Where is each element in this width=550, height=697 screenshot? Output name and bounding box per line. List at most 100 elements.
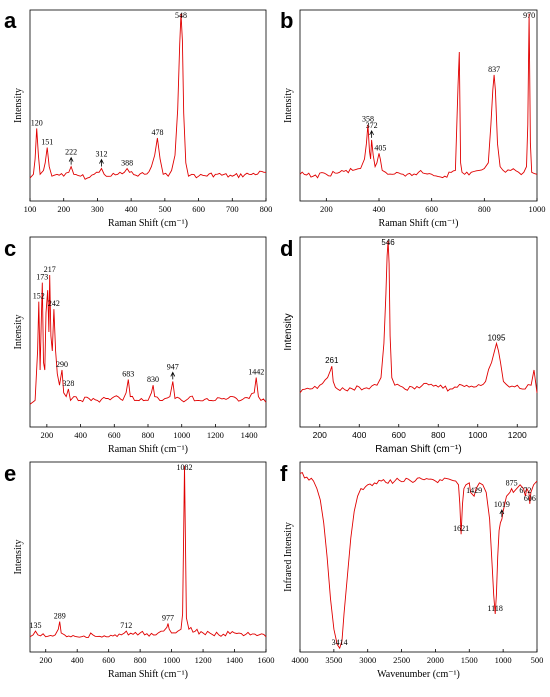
- annotation-arrow: [170, 371, 176, 380]
- series-line: [299, 472, 538, 650]
- y-axis-label: Intensity: [283, 88, 294, 123]
- x-tick-label: 800: [142, 430, 155, 440]
- x-axis-label: Raman Shift (cm⁻¹): [375, 444, 461, 455]
- panel-label-f: f: [280, 461, 288, 486]
- peak-label: 328: [62, 379, 74, 388]
- x-tick-label: 400: [71, 655, 84, 665]
- peak-label: 1082: [177, 463, 193, 472]
- x-tick-label: 3500: [325, 655, 342, 665]
- plot-frame: [29, 9, 267, 202]
- annotation-arrow: [499, 509, 505, 517]
- x-tick-label: 600: [108, 430, 121, 440]
- peak-label: 222: [65, 148, 77, 157]
- annotation-arrow: [369, 129, 374, 138]
- peak-label: 606: [524, 494, 536, 503]
- panel-a: a 100 200 300 400 500 600 700 800 Raman Shift (cm…: [4, 8, 272, 229]
- panel-label-d: d: [280, 236, 293, 261]
- peak-label: 152: [33, 292, 45, 301]
- x-tick-label: 200: [39, 655, 52, 665]
- peak-label: 372: [366, 121, 378, 130]
- series-line: [299, 13, 538, 179]
- x-tick-label: 800: [431, 430, 445, 440]
- series-line: [29, 465, 267, 638]
- y-axis-label: Intensity: [283, 313, 294, 350]
- panel-label-b: b: [280, 8, 293, 33]
- x-tick-label: 600: [102, 655, 115, 665]
- peak-label: 830: [147, 375, 159, 384]
- peak-label: 173: [36, 273, 48, 282]
- peak-label: 683: [122, 370, 134, 379]
- peak-label: 388: [121, 159, 133, 168]
- x-tick-label: 1600: [258, 655, 275, 665]
- x-tick-label: 700: [226, 204, 239, 214]
- panel-e: e 200 400 600 800 1000 1200 1400 1600 Raman Shift…: [4, 461, 275, 680]
- peak-label: 837: [488, 65, 500, 74]
- peak-label: 120: [31, 118, 43, 127]
- x-tick-label: 3000: [359, 655, 376, 665]
- x-tick-label: 1000: [468, 430, 487, 440]
- x-tick-label: 300: [91, 204, 104, 214]
- plot-frame: [299, 9, 538, 202]
- x-axis-label: Raman Shift (cm⁻¹): [379, 218, 459, 229]
- x-tick-label: 400: [125, 204, 138, 214]
- series-line: [299, 240, 538, 394]
- x-tick-label: 200: [313, 430, 327, 440]
- x-tick-label: 1400: [226, 655, 243, 665]
- peak-label: 135: [30, 621, 42, 630]
- annotation-arrow: [99, 158, 104, 167]
- peak-label: 3414: [332, 638, 348, 647]
- peak-label: 217: [44, 265, 56, 274]
- peak-label: 151: [41, 138, 53, 147]
- x-tick-label: 1400: [241, 430, 258, 440]
- series-line: [29, 274, 267, 405]
- peak-label: 546: [381, 238, 395, 247]
- x-tick-label: 500: [158, 204, 171, 214]
- x-tick-label: 1200: [195, 655, 212, 665]
- peak-label: 1621: [453, 524, 469, 533]
- peak-label: 672: [519, 486, 531, 495]
- x-tick-label: 1500: [461, 655, 478, 665]
- plot-frame: [29, 461, 267, 653]
- x-axis-label: Raman Shift (cm⁻¹): [108, 444, 188, 455]
- x-tick-label: 2000: [427, 655, 444, 665]
- panel-c: c 200 400 600 800 1000 1200 1400 Raman Shift (cm…: [4, 236, 267, 455]
- plot-frame: [299, 236, 538, 428]
- y-axis-label: Infrared Intensity: [283, 522, 294, 592]
- x-tick-label: 1000: [163, 655, 180, 665]
- x-tick-label: 1200: [207, 430, 224, 440]
- x-tick-label: 500: [531, 655, 544, 665]
- panel-label-a: a: [4, 8, 17, 33]
- y-axis-label: Intensity: [13, 88, 24, 123]
- plot-frame: [29, 236, 267, 428]
- x-tick-label: 800: [478, 204, 491, 214]
- x-tick-label: 1200: [508, 430, 527, 440]
- x-tick-label: 600: [192, 204, 205, 214]
- x-tick-label: 100: [24, 204, 37, 214]
- x-tick-label: 600: [392, 430, 406, 440]
- peak-label: 875: [506, 479, 518, 488]
- peak-label: 1118: [487, 604, 502, 613]
- panel-label-e: e: [4, 461, 16, 486]
- x-tick-label: 200: [57, 204, 70, 214]
- x-tick-label: 1000: [173, 430, 190, 440]
- plot-frame: [299, 461, 538, 653]
- peak-label: 1095: [488, 333, 506, 342]
- series-line: [29, 13, 266, 180]
- peak-label: 358: [362, 115, 374, 124]
- x-tick-label: 400: [373, 204, 386, 214]
- panel-f: f 4000 3500 3000 2500 2000 1500 1000 500 Wavenumb…: [280, 461, 543, 680]
- x-tick-label: 400: [352, 430, 366, 440]
- peak-label: 405: [374, 143, 386, 152]
- panel-d: d 200 400 600 800 1000 1200 Raman Shift (cm⁻¹) I…: [280, 236, 538, 455]
- x-tick-label: 200: [40, 430, 53, 440]
- peak-label: 261: [325, 356, 339, 365]
- peak-label: 290: [56, 360, 68, 369]
- panel-label-c: c: [4, 236, 16, 261]
- panel-b: b 200 400 600 800 1000 Raman Shift (cm⁻¹) Inten…: [280, 8, 546, 229]
- peak-label: 312: [95, 150, 107, 159]
- x-tick-label: 600: [425, 204, 438, 214]
- peak-label: 970: [523, 11, 535, 20]
- peak-label: 478: [151, 128, 163, 137]
- y-axis-label: Intensity: [13, 315, 24, 350]
